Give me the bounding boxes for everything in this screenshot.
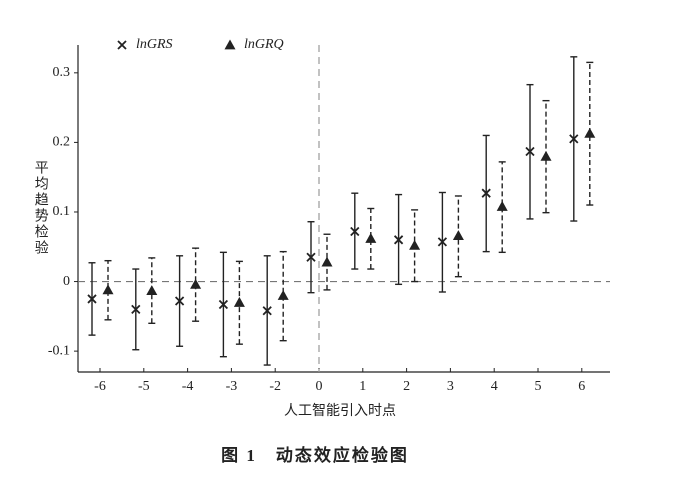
x-tick-label: 2 <box>403 379 410 394</box>
point <box>233 296 245 307</box>
x-tick-label: 3 <box>447 379 454 394</box>
point <box>350 226 360 237</box>
point <box>174 296 185 306</box>
legend-marker <box>224 39 236 50</box>
y-axis-label: 平均趋势检验 <box>33 160 49 256</box>
point <box>306 252 316 262</box>
point <box>277 289 289 300</box>
point <box>218 299 229 310</box>
point <box>131 304 141 315</box>
point <box>437 237 448 247</box>
y-tick-label: 0.3 <box>53 65 71 80</box>
x-tick-label: 4 <box>491 379 498 394</box>
x-tick-label: -3 <box>226 379 238 394</box>
x-tick-label: 0 <box>316 379 323 394</box>
legend-marker <box>117 40 127 50</box>
point <box>365 232 377 243</box>
point <box>190 278 202 289</box>
x-tick-label: -6 <box>94 379 106 394</box>
caption: 图 1 动态效应检验图 <box>221 445 409 465</box>
x-tick-label: -5 <box>138 379 150 394</box>
legend-label: lnGRS <box>136 37 173 52</box>
point <box>87 294 97 304</box>
x-tick-label: 5 <box>535 379 542 394</box>
x-tick-label: 6 <box>578 379 585 394</box>
point <box>102 284 114 295</box>
y-tick-label: 0 <box>63 274 70 289</box>
point <box>525 146 535 157</box>
point <box>452 230 464 241</box>
y-tick-label: 0.2 <box>53 135 71 150</box>
point <box>584 127 596 138</box>
point <box>481 188 491 198</box>
point <box>321 256 333 267</box>
point <box>540 150 552 161</box>
x-tick-label: -2 <box>269 379 281 394</box>
point <box>393 235 404 245</box>
point <box>496 200 508 211</box>
point <box>146 285 158 295</box>
point <box>409 239 421 250</box>
point <box>262 306 272 316</box>
point <box>569 134 579 144</box>
x-tick-label: -4 <box>182 379 194 394</box>
legend-label: lnGRQ <box>244 37 284 52</box>
x-axis-label: 人工智能引入时点 <box>284 403 396 419</box>
y-tick-label: 0.1 <box>53 204 71 219</box>
y-tick-label: -0.1 <box>48 343 70 358</box>
x-tick-label: 1 <box>359 379 366 394</box>
